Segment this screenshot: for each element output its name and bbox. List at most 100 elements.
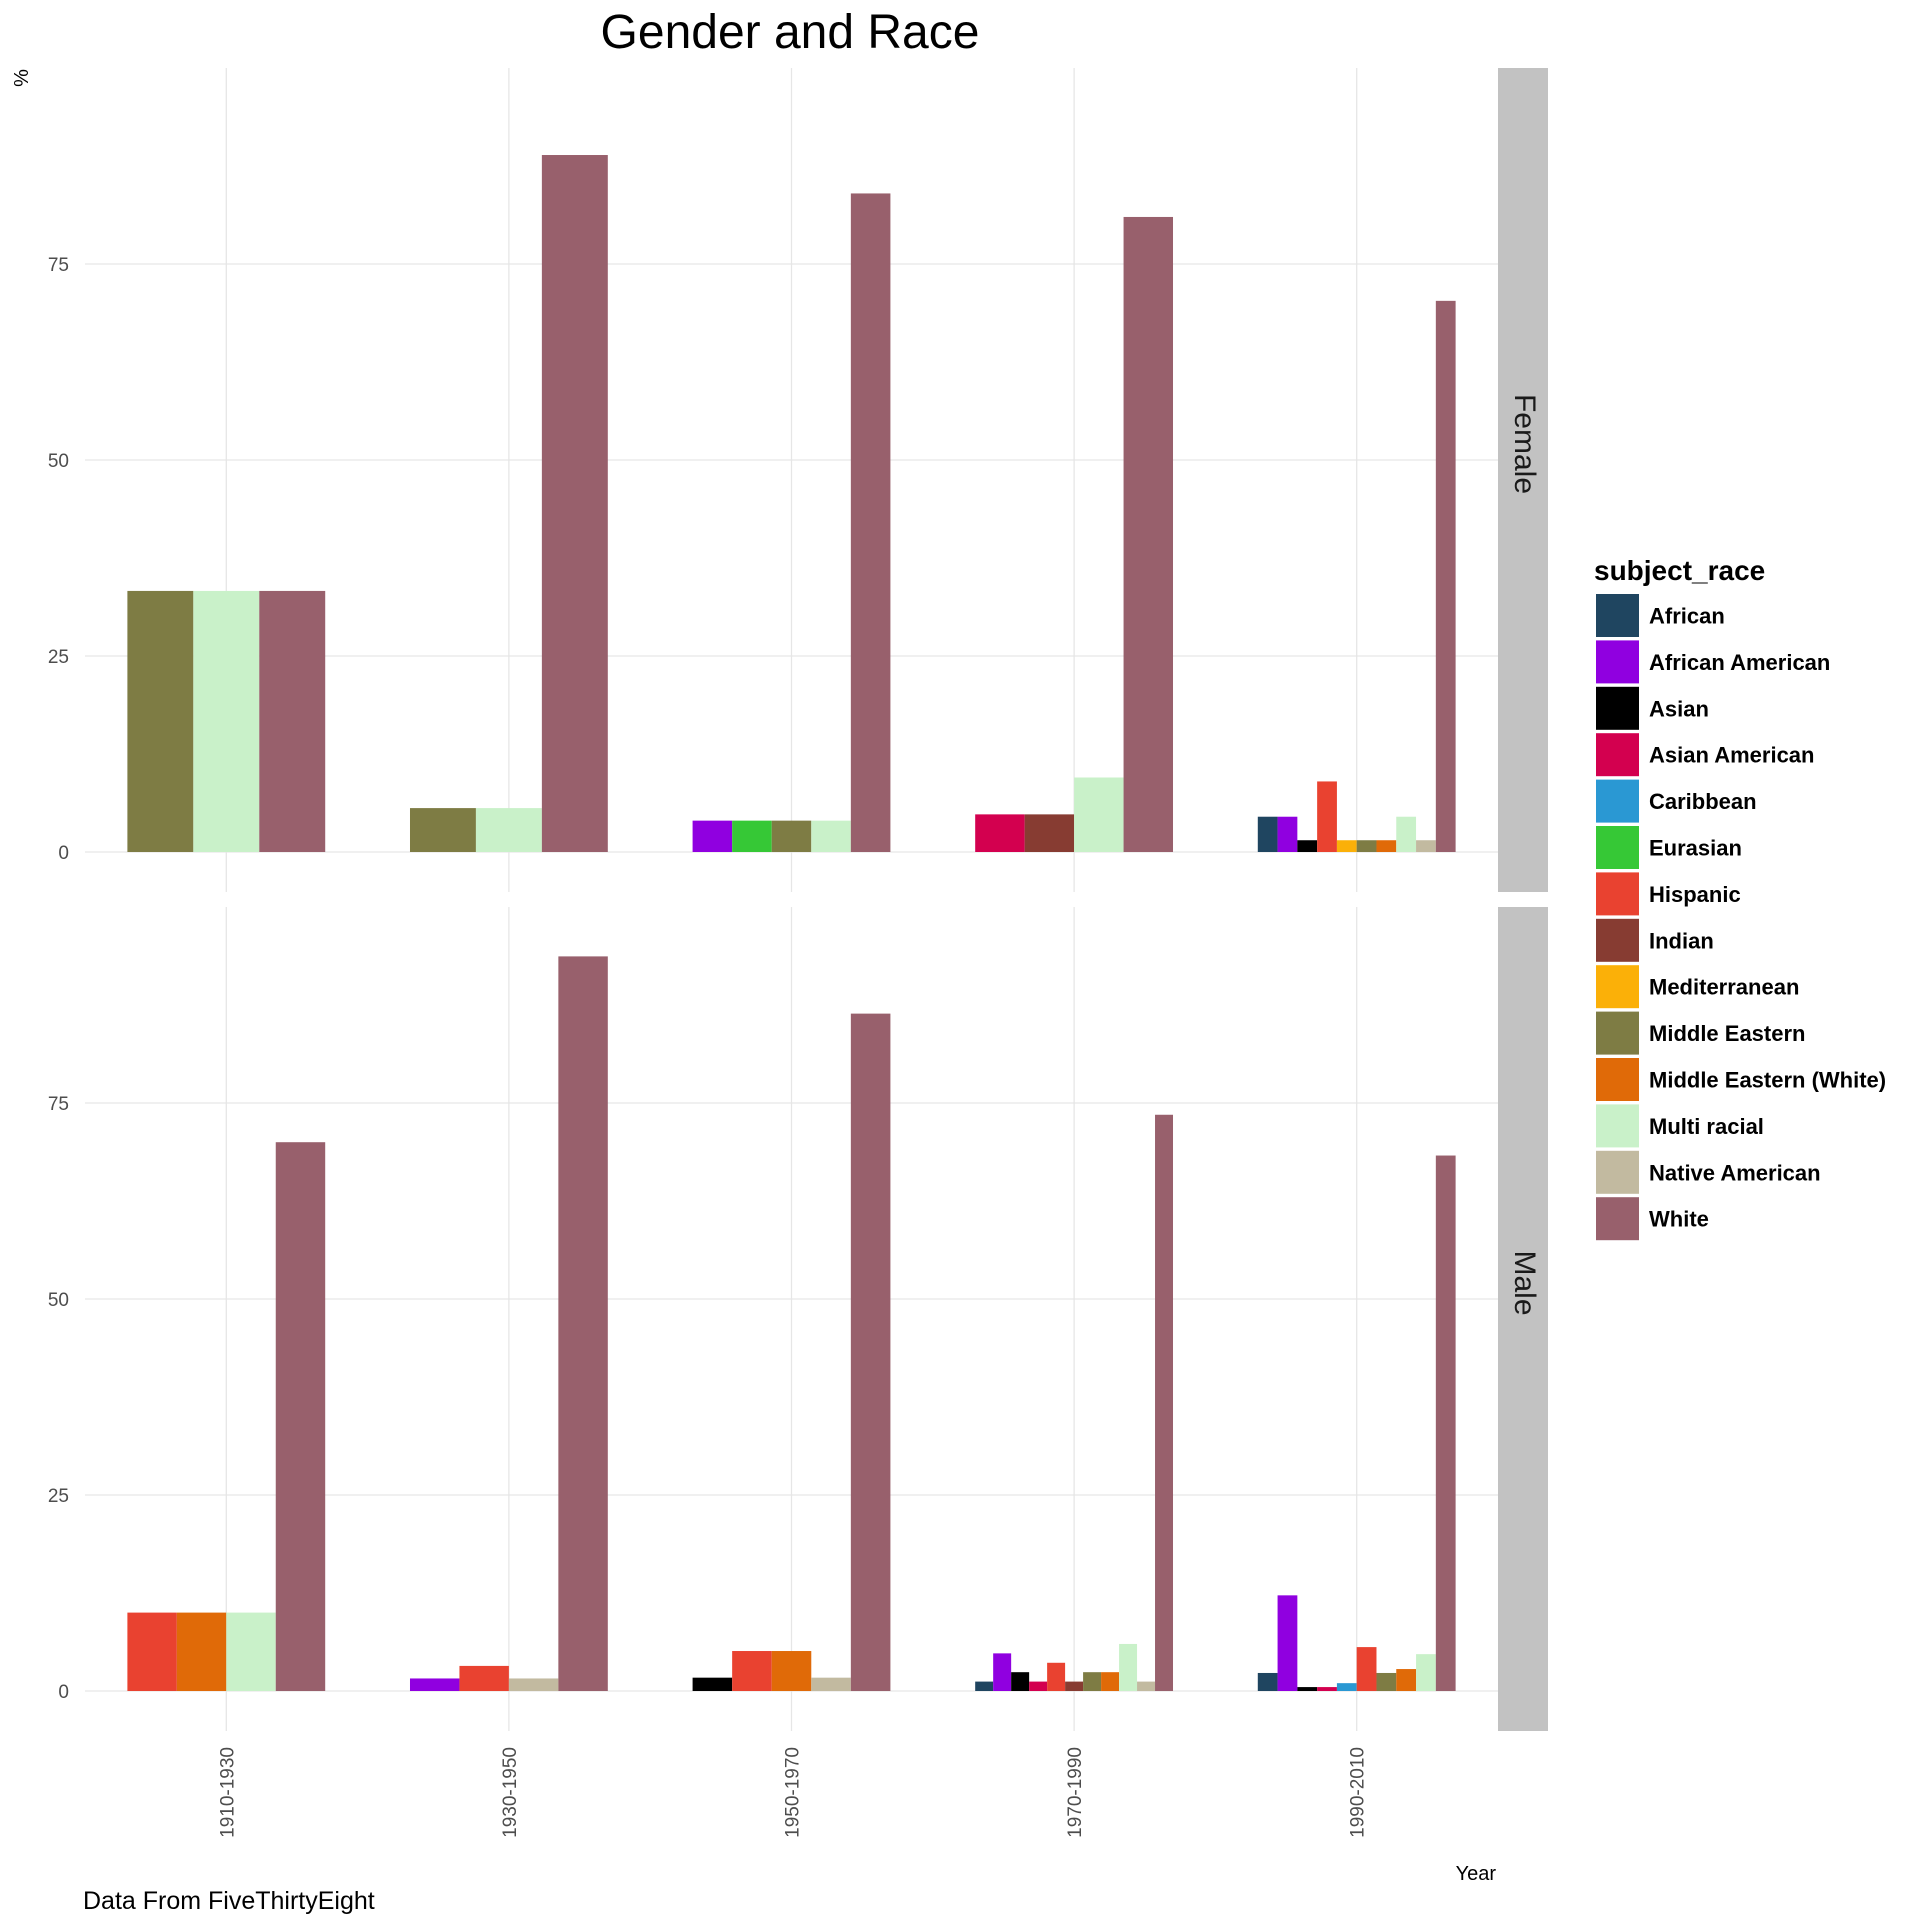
legend-label-indian: Indian — [1649, 928, 1714, 953]
bar-male-1970-1990-native-american — [1137, 1681, 1156, 1691]
bar-female-1950-1970-eurasian — [732, 820, 772, 852]
legend-item-african-american: African American — [1596, 640, 1830, 684]
bar-female-1950-1970-white — [850, 193, 891, 852]
bar-female-1990-2010-middle-eastern-white — [1376, 840, 1397, 852]
bar-female-1970-1990-indian — [1024, 814, 1075, 852]
legend-item-hispanic: Hispanic — [1596, 872, 1741, 916]
bar-female-1950-1970-multi-racial — [811, 820, 851, 852]
legend-key-white — [1596, 1197, 1639, 1241]
legend-item-indian: Indian — [1596, 918, 1714, 962]
bar-male-1910-1930-multi-racial — [226, 1612, 276, 1691]
bar-male-1910-1930-middle-eastern-white — [176, 1612, 227, 1691]
legend-key-middle-eastern — [1596, 1011, 1639, 1055]
panel-male: 0 25 50 75 Male — [48, 907, 1548, 1731]
bar-male-1990-2010-caribbean — [1336, 1683, 1357, 1691]
legend-key-african-american — [1596, 640, 1639, 684]
bar-female-1990-2010-native-american — [1416, 840, 1436, 852]
legend-item-asian-american: Asian American — [1596, 733, 1814, 777]
x-tick-label-1950-1970: 1950-1970 — [783, 1747, 804, 1838]
legend-label-multi-racial: Multi racial — [1649, 1114, 1764, 1139]
bar-male-1950-1970-hispanic — [732, 1651, 772, 1691]
legend-key-african — [1596, 594, 1639, 637]
bar-male-1950-1970-white — [850, 1013, 891, 1691]
legend-key-multi-racial — [1596, 1104, 1639, 1148]
facet-label-male: Male — [1508, 1250, 1541, 1315]
y-tick-label: 75 — [48, 1094, 69, 1115]
legend-label-caribbean: Caribbean — [1649, 789, 1757, 814]
facet-panels: 0 25 50 75 Female 0 25 50 75 Male — [48, 68, 1548, 1731]
bar-female-1990-2010-mediterranean — [1336, 840, 1357, 852]
y-tick-label: 50 — [48, 451, 69, 472]
bar-male-1990-2010-asian — [1297, 1687, 1318, 1691]
legend-key-native-american — [1596, 1150, 1639, 1194]
bar-female-1930-1950-multi-racial — [475, 808, 542, 852]
bar-male-1950-1970-asian — [692, 1677, 733, 1691]
bar-male-1930-1950-white — [558, 956, 608, 1691]
panel-female: 0 25 50 75 Female — [48, 68, 1548, 892]
legend-key-eurasian — [1596, 826, 1639, 869]
legend-key-indian — [1596, 918, 1639, 962]
bar-male-1970-1990-indian — [1065, 1681, 1084, 1691]
bar-male-1990-2010-african-american — [1277, 1595, 1298, 1691]
y-tick-label: 25 — [48, 1486, 69, 1507]
bar-male-1970-1990-african-american — [993, 1653, 1012, 1691]
legend-label-white: White — [1649, 1207, 1709, 1232]
legend-key-caribbean — [1596, 779, 1639, 823]
x-tick-label-1990-2010: 1990-2010 — [1348, 1747, 1369, 1838]
legend-key-middle-eastern-white — [1596, 1058, 1639, 1101]
bar-male-1990-2010-asian-american — [1317, 1687, 1337, 1691]
x-tick-label-1910-1930: 1910-1930 — [217, 1747, 238, 1838]
bar-male-1990-2010-middle-eastern-white — [1396, 1669, 1417, 1691]
y-tick-label: 50 — [48, 1290, 69, 1311]
bar-male-1950-1970-native-american — [811, 1677, 851, 1691]
chart-title: Gender and Race — [601, 6, 980, 59]
bar-male-1990-2010-hispanic — [1356, 1647, 1377, 1691]
legend: subject_race African African American Asia… — [1594, 555, 1886, 1241]
bar-female-1990-2010-african — [1257, 816, 1278, 852]
legend-title: subject_race — [1594, 555, 1765, 586]
y-tick-label: 0 — [58, 1682, 69, 1703]
facet-strip-female — [1498, 68, 1548, 892]
legend-label-asian-american: Asian American — [1649, 743, 1814, 768]
bar-male-1990-2010-multi-racial — [1416, 1654, 1436, 1691]
bar-female-1930-1950-white — [541, 155, 608, 852]
bar-male-1970-1990-african — [975, 1681, 994, 1691]
bar-male-1970-1990-hispanic — [1047, 1662, 1066, 1691]
y-tick-label: 0 — [58, 843, 69, 864]
bar-male-1930-1950-hispanic — [459, 1665, 509, 1691]
bar-male-1970-1990-asian-american — [1029, 1681, 1048, 1691]
bar-male-1990-2010-african — [1257, 1672, 1278, 1691]
legend-label-african: African — [1649, 604, 1725, 629]
bar-female-1910-1930-multi-racial — [193, 590, 260, 852]
facet-label-female: Female — [1508, 394, 1541, 494]
bar-male-1970-1990-white — [1155, 1114, 1174, 1691]
bar-female-1990-2010-middle-eastern — [1356, 840, 1377, 852]
legend-label-native-american: Native American — [1649, 1160, 1821, 1185]
legend-label-mediterranean: Mediterranean — [1649, 975, 1799, 1000]
y-tick-label: 25 — [48, 647, 69, 668]
bar-male-1970-1990-multi-racial — [1119, 1643, 1138, 1691]
facet-strip-male — [1498, 907, 1548, 1731]
bar-female-1950-1970-middle-eastern — [771, 820, 812, 852]
legend-item-african: African — [1596, 594, 1725, 637]
legend-label-eurasian: Eurasian — [1649, 836, 1742, 861]
y-tick-label: 75 — [48, 255, 69, 276]
legend-item-mediterranean: Mediterranean — [1596, 965, 1799, 1009]
bar-female-1970-1990-white — [1123, 216, 1174, 852]
bar-male-1950-1970-middle-eastern-white — [771, 1651, 812, 1691]
bar-female-1910-1930-white — [259, 590, 326, 852]
bar-male-1990-2010-white — [1435, 1155, 1456, 1691]
legend-label-middle-eastern: Middle Eastern — [1649, 1021, 1805, 1046]
x-tick-label-1930-1950: 1930-1950 — [500, 1747, 521, 1838]
bar-male-1930-1950-native-american — [508, 1678, 559, 1691]
x-axis-title: Year — [1456, 1863, 1497, 1885]
legend-key-asian-american — [1596, 733, 1639, 777]
legend-item-white: White — [1596, 1197, 1709, 1241]
y-axis-title: % — [11, 69, 33, 87]
legend-label-middle-eastern-white: Middle Eastern (White) — [1649, 1068, 1886, 1093]
legend-label-hispanic: Hispanic — [1649, 882, 1741, 907]
legend-item-asian: Asian — [1596, 686, 1709, 730]
legend-item-caribbean: Caribbean — [1596, 779, 1757, 823]
x-tick-label-1970-1990: 1970-1990 — [1065, 1747, 1086, 1838]
